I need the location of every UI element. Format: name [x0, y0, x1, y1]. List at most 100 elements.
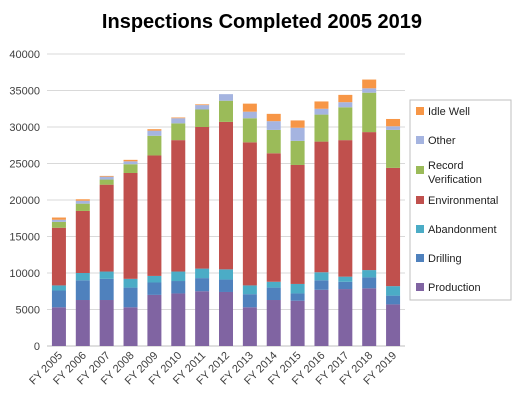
bar-segment: [99, 179, 114, 185]
bar-segment: [99, 176, 114, 180]
legend-label: Other: [428, 135, 456, 147]
legend-label: Environmental: [428, 195, 498, 207]
bar-segment: [338, 107, 353, 141]
legend-box: [409, 99, 512, 301]
bar-segment: [290, 127, 305, 141]
bar-segment: [290, 300, 305, 346]
bar-segment: [171, 140, 186, 272]
bar-segment: [314, 272, 329, 281]
bar-segment: [266, 121, 281, 130]
bar-segment: [242, 118, 257, 143]
bars: [51, 79, 401, 346]
bar-segment: [195, 104, 210, 106]
bar-segment: [51, 227, 66, 286]
bar-segment: [290, 140, 305, 165]
bar-segment: [266, 153, 281, 282]
bar-segment: [51, 219, 66, 222]
bar-segment: [171, 118, 186, 124]
bar-segment: [266, 300, 281, 346]
bar-segment: [171, 117, 186, 119]
bar-segment: [219, 94, 233, 101]
y-tick-label: 10000: [9, 268, 40, 280]
bar-segment: [75, 273, 90, 281]
y-tick-label: 30000: [9, 122, 40, 134]
bar-segment: [99, 300, 114, 346]
bar-segment: [362, 92, 377, 133]
bar-segment: [242, 285, 257, 295]
bar-segment: [75, 203, 90, 211]
bar-segment: [314, 289, 329, 346]
bar-segment: [338, 94, 353, 103]
legend-label: Production: [428, 282, 481, 294]
y-tick-label: 20000: [9, 195, 40, 207]
bar-segment: [123, 172, 138, 279]
bar-segment: [147, 294, 162, 346]
bar-segment: [195, 291, 210, 346]
legend-swatch: [416, 136, 424, 144]
bar-segment: [290, 120, 305, 128]
legend-label: Record Verification: [428, 160, 482, 186]
bar-segment: [314, 108, 329, 115]
bar-segment: [75, 300, 90, 346]
legend-swatch: [416, 283, 424, 291]
bar-segment: [242, 142, 257, 286]
y-tick-label: 15000: [9, 232, 40, 244]
bar-segment: [338, 140, 353, 277]
bar-segment: [171, 123, 186, 141]
bar-segment: [386, 167, 401, 287]
bar-segment: [362, 270, 377, 278]
bar-segment: [362, 79, 377, 89]
bar-segment: [314, 141, 329, 273]
legend-swatch: [416, 196, 424, 204]
bar-segment: [266, 129, 281, 154]
bar-segment: [386, 295, 401, 305]
bar-segment: [219, 291, 233, 346]
y-tick-label: 35000: [9, 86, 40, 98]
bar-segment: [51, 221, 66, 228]
bar-segment: [75, 210, 90, 273]
y-tick-label: 25000: [9, 159, 40, 171]
bar-segment: [219, 121, 233, 270]
bar-segment: [123, 287, 138, 308]
bar-segment: [386, 304, 401, 346]
y-tick-label: 40000: [9, 49, 40, 61]
bar-segment: [51, 285, 66, 291]
bar-segment: [147, 135, 162, 156]
bar-segment: [362, 132, 377, 271]
bar-segment: [147, 129, 162, 131]
bar-segment: [147, 155, 162, 276]
bar-segment: [147, 130, 162, 136]
bar-segment: [219, 279, 233, 292]
bar-segment: [123, 164, 138, 173]
bar-segment: [266, 113, 281, 122]
bar-segment: [266, 287, 281, 301]
bar-segment: [195, 278, 210, 292]
bar-segment: [75, 280, 90, 301]
bar-segment: [195, 268, 210, 279]
bar-segment: [195, 105, 210, 110]
bar-segment: [51, 217, 66, 220]
legend-swatch: [416, 107, 424, 115]
bar-segment: [99, 175, 114, 177]
bar-segment: [219, 269, 233, 280]
legend-label: Drilling: [428, 253, 462, 265]
bar-segment: [314, 101, 329, 109]
bar-segment: [386, 286, 401, 296]
bar-segment: [338, 281, 353, 290]
bar-segment: [314, 280, 329, 290]
bar-segment: [362, 288, 377, 346]
legend: Idle Well Other Record Verification Environm…: [409, 99, 512, 301]
bar-segment: [338, 289, 353, 346]
chart-title: Inspections Completed 2005 2019: [102, 11, 422, 33]
bar-segment: [147, 282, 162, 295]
bar-segment: [386, 118, 401, 127]
bar-segment: [362, 277, 377, 289]
bar-segment: [219, 100, 233, 122]
bar-segment: [123, 278, 138, 288]
bar-segment: [75, 200, 90, 204]
bar-segment: [195, 127, 210, 269]
bar-segment: [290, 164, 305, 284]
bar-segment: [51, 290, 66, 308]
